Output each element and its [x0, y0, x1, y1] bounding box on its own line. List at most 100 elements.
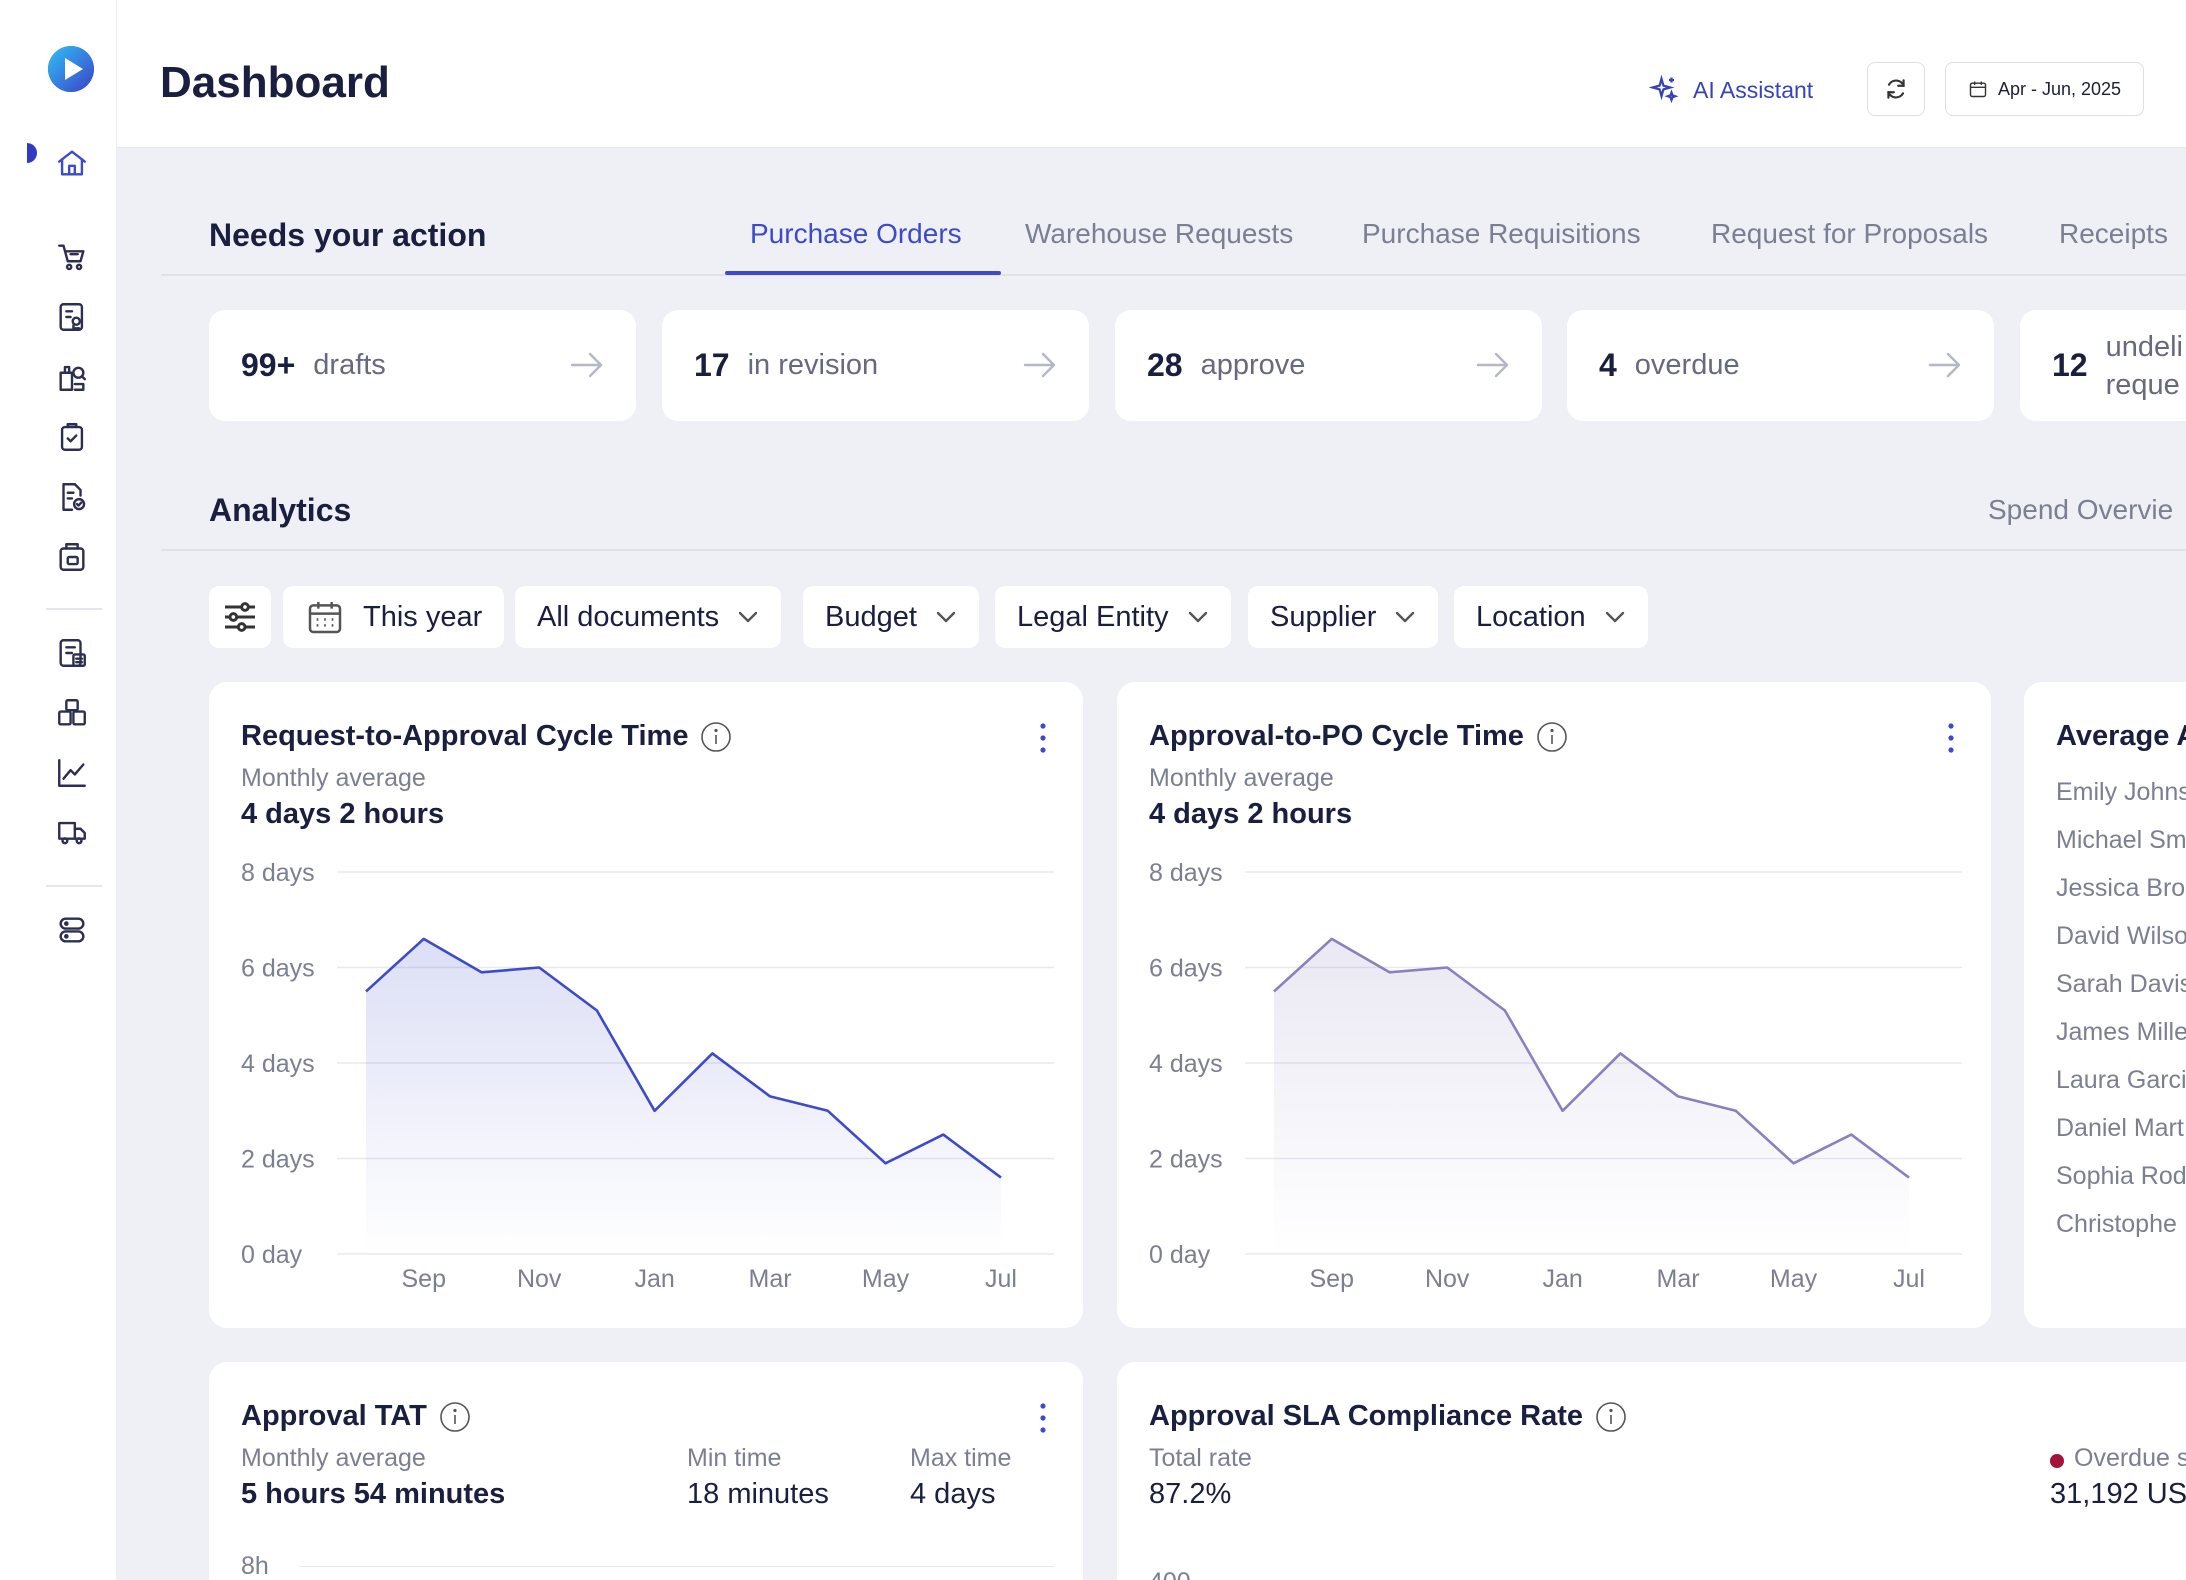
card-title: Approval-to-PO Cycle Time [1149, 720, 1568, 753]
x-tick-label: Sep [401, 1265, 445, 1293]
documents-filter[interactable]: All documents [515, 586, 782, 648]
tab-receipts[interactable]: Receipts [2059, 218, 2168, 249]
home-icon[interactable] [52, 143, 92, 183]
chevron-down-icon [1188, 611, 1207, 623]
in-revision-count: 17 [694, 347, 730, 383]
tab-warehouse-requests[interactable]: Warehouse Requests [1025, 218, 1294, 249]
y-axis-label: 8h [241, 1552, 269, 1580]
in-revision-label: in revision [747, 349, 879, 381]
supplier-filter[interactable]: Supplier [1248, 586, 1439, 648]
y-tick-label: 8 days [241, 859, 315, 887]
overdue-card[interactable]: 4 overdue [1567, 310, 1994, 421]
invoice-icon[interactable] [52, 537, 92, 577]
clipboard-check-icon[interactable] [52, 417, 92, 457]
arrow-right-icon [1928, 352, 1961, 378]
chevron-down-icon [936, 611, 956, 623]
undelivered-count: 12 [2052, 347, 2088, 383]
info-icon[interactable] [1536, 721, 1568, 753]
average-card: Average A Emily Johns Michael Sm Jessica B… [2024, 682, 2186, 1328]
legal-entity-filter[interactable]: Legal Entity [995, 586, 1231, 648]
active-tab-indicator [725, 271, 1001, 275]
card-value: 4 days 2 hours [1149, 798, 1353, 830]
analytics-title: Analytics [209, 492, 352, 528]
app-logo-icon[interactable] [47, 45, 95, 93]
overdue-count: 4 [1599, 347, 1617, 383]
active-nav-indicator [27, 143, 37, 163]
y-tick-label: 2 days [1149, 1146, 1223, 1174]
request-to-approval-card: Request-to-Approval Cycle Time Monthly a… [209, 682, 1083, 1328]
x-tick-label: May [1770, 1265, 1818, 1293]
card-title: Approval SLA Compliance Rate [1149, 1400, 1627, 1433]
tab-request-for-proposals[interactable]: Request for Proposals [1711, 218, 1989, 249]
y-tick-label: 6 days [241, 955, 315, 983]
y-tick-label: 6 days [1149, 955, 1223, 983]
cart-icon[interactable] [52, 237, 92, 277]
y-tick-label: 0 day [1149, 1241, 1211, 1269]
approval-document-icon[interactable] [52, 477, 92, 517]
card-subtitle: Monthly average [1149, 764, 1334, 792]
card-title: Approval TAT [241, 1400, 471, 1433]
analytics-icon[interactable] [52, 753, 92, 793]
undelivered-label: undeli reque [2106, 328, 2183, 404]
name-list-item: James Mille [2056, 1018, 2186, 1046]
info-icon[interactable] [700, 721, 732, 753]
info-icon[interactable] [1595, 1401, 1627, 1433]
card-title: Average A [2056, 720, 2186, 752]
name-list-item: Daniel Mart [2056, 1114, 2184, 1142]
series-area [366, 938, 1001, 1254]
x-tick-label: Sep [1309, 1265, 1353, 1293]
x-tick-label: Nov [517, 1265, 562, 1293]
refresh-icon [1887, 79, 1905, 99]
card-value: 5 hours 54 minutes [241, 1478, 506, 1510]
tabs-divider [161, 274, 2186, 276]
warehouse-icon[interactable] [52, 693, 92, 733]
more-options-icon[interactable] [1033, 718, 1053, 758]
sidebar-divider [46, 885, 102, 887]
budget-filter[interactable]: Budget [803, 586, 979, 648]
calendar-icon [1969, 81, 1987, 98]
needs-action-title: Needs your action [209, 217, 487, 253]
drafts-label: drafts [313, 349, 386, 381]
sla-compliance-card: Approval SLA Compliance Rate Total rate … [1117, 1362, 2186, 1580]
more-options-icon[interactable] [1941, 718, 1961, 758]
name-list-item: Sophia Rod [2056, 1162, 2186, 1190]
spend-overview-tab[interactable]: Spend Overvie [1988, 494, 2174, 525]
approve-label: approve [1200, 349, 1306, 381]
series-line [1273, 937, 1910, 1179]
ai-assistant-button[interactable]: AI Assistant [1649, 70, 1813, 110]
x-tick-label: May [862, 1265, 910, 1293]
date-range-label: Apr - Jun, 2025 [1997, 78, 2122, 99]
catalog-icon[interactable] [52, 297, 92, 337]
location-filter[interactable]: Location [1454, 586, 1648, 648]
ledger-icon[interactable] [52, 633, 92, 673]
min-time-label: Min time [687, 1444, 782, 1472]
tab-purchase-requisitions[interactable]: Purchase Requisitions [1362, 218, 1641, 249]
x-tick-label: Mar [749, 1265, 792, 1293]
date-filter[interactable]: This year [283, 586, 505, 648]
server-icon[interactable] [52, 910, 92, 950]
refresh-button[interactable] [1867, 62, 1925, 116]
in-revision-card[interactable]: 17 in revision [662, 310, 1089, 421]
undelivered-card[interactable]: 12 undeli reque [2020, 310, 2186, 421]
filter-settings-button[interactable] [209, 586, 271, 648]
x-tick-label: Jan [634, 1265, 674, 1293]
gridline [299, 1566, 1054, 1567]
more-options-icon[interactable] [1033, 1398, 1053, 1438]
x-tick-label: Jul [985, 1265, 1017, 1293]
tab-purchase-orders[interactable]: Purchase Orders [750, 218, 962, 249]
truck-icon[interactable] [52, 813, 92, 853]
legal-entity-filter-label: Legal Entity [1017, 600, 1169, 633]
location-filter-label: Location [1476, 600, 1586, 633]
max-time-label: Max time [910, 1444, 1012, 1472]
date-range-button[interactable]: Apr - Jun, 2025 [1945, 62, 2144, 116]
info-icon[interactable] [439, 1401, 471, 1433]
search-document-icon[interactable] [52, 357, 92, 397]
card-subtitle: Monthly average [241, 764, 426, 792]
arrow-right-icon [1476, 352, 1509, 378]
series-line [365, 937, 1002, 1179]
card-title-text: Approval-to-PO Cycle Time [1149, 720, 1524, 752]
sidebar-divider [46, 608, 102, 610]
card-title-text: Approval TAT [241, 1400, 427, 1432]
drafts-card[interactable]: 99+ drafts [209, 310, 636, 421]
approve-card[interactable]: 28 approve [1115, 310, 1542, 421]
